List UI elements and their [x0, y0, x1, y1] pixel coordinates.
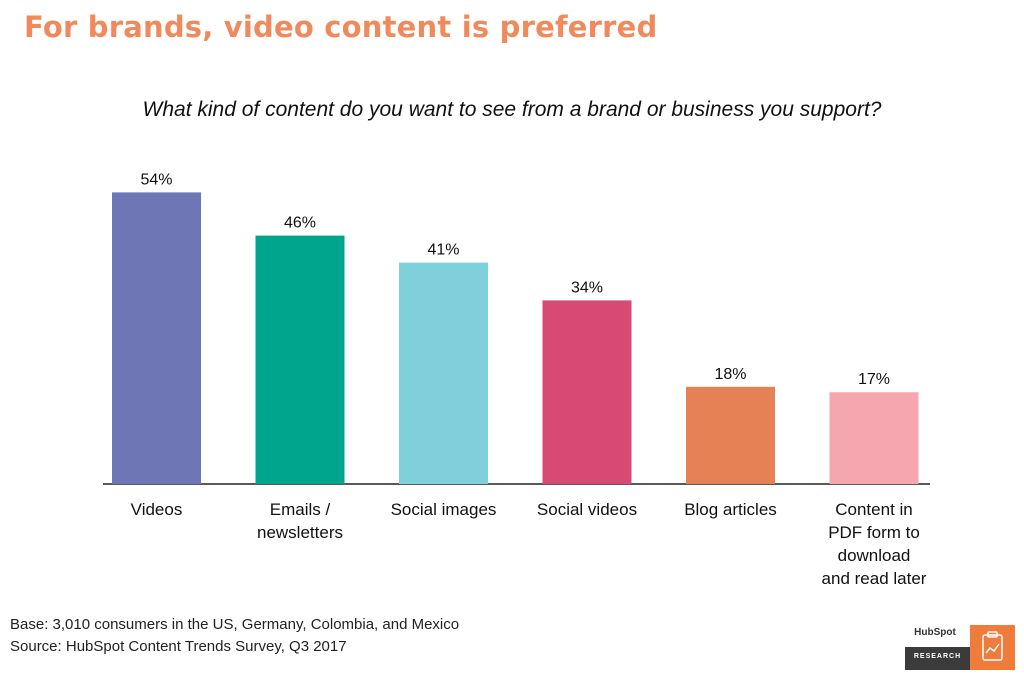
data-label-0: 54% [140, 171, 172, 188]
category-label-line: download [838, 546, 911, 565]
category-label-2: Social images [391, 500, 497, 519]
data-label-4: 18% [714, 366, 746, 383]
data-label-3: 34% [571, 279, 603, 296]
category-label-line: PDF form to [828, 523, 920, 542]
data-label-5: 17% [858, 371, 890, 388]
footer-source: Source: HubSpot Content Trends Survey, Q… [10, 638, 347, 655]
category-label-0: Videos [131, 500, 183, 519]
bar-2 [399, 262, 488, 484]
category-label-1: Emails / newsletters [257, 500, 343, 542]
logo-label: RESEARCH [913, 653, 962, 660]
category-label-line: Social videos [537, 500, 637, 519]
category-label-line: Social images [391, 500, 497, 519]
data-label-1: 46% [284, 215, 316, 232]
category-label-3: Social videos [537, 500, 637, 519]
bar-5 [829, 392, 919, 484]
hubspot-research-logo: HubSpot RESEARCH [905, 625, 1015, 670]
category-label-line: Videos [131, 500, 183, 519]
category-label-line: Content in [835, 500, 913, 519]
chart-title: What kind of content do you want to see … [142, 98, 882, 121]
data-label-2: 41% [427, 242, 459, 259]
clipboard-chart-icon [970, 625, 1015, 670]
category-label-4: Blog articles [684, 500, 777, 519]
bar-0 [112, 192, 201, 484]
category-label-5: Content in PDF form to download and read la… [822, 500, 927, 588]
bar-chart: 54% Videos 46% Emails / newsletters 41% Social… [103, 171, 930, 588]
category-label-line: newsletters [257, 523, 343, 542]
bar-1 [255, 235, 345, 484]
logo-brand: HubSpot [914, 627, 956, 638]
footer-base: Base: 3,010 consumers in the US, Germany… [10, 616, 460, 633]
bar-3 [542, 300, 632, 484]
category-label-line: Blog articles [684, 500, 777, 519]
logo-bar [905, 647, 970, 670]
category-label-line: Emails / [270, 500, 331, 519]
bar-4 [686, 386, 775, 484]
category-label-line: and read later [822, 569, 927, 588]
headline: For brands, video content is preferred [24, 10, 658, 44]
